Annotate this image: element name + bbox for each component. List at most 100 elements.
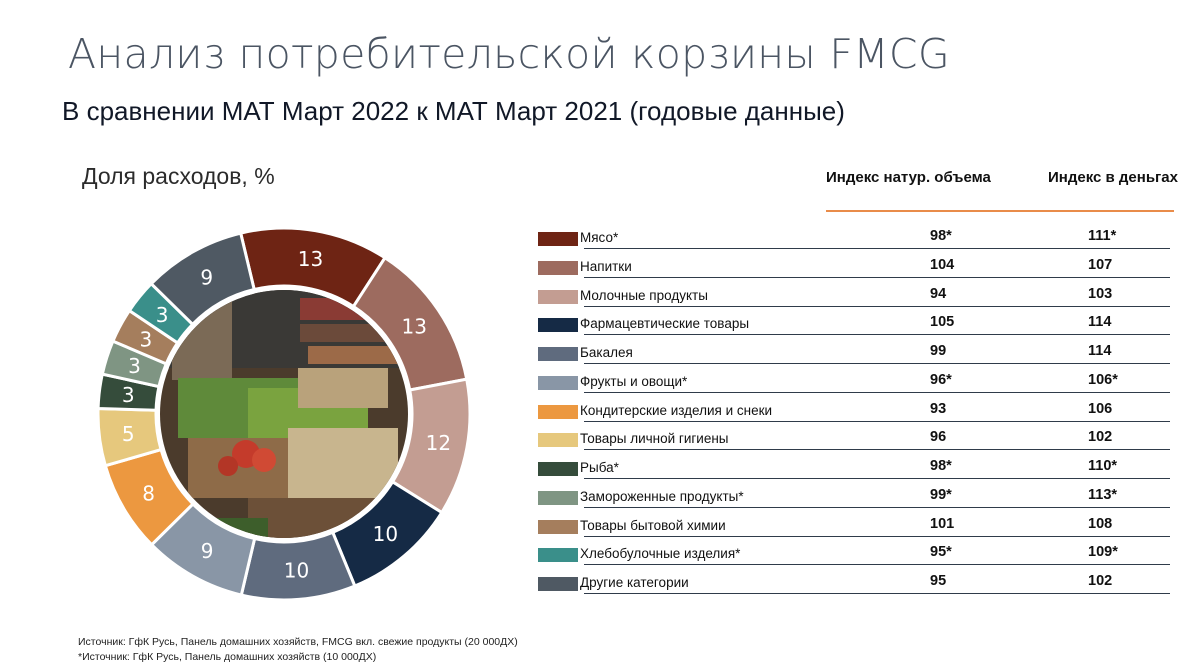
- slice-value-label: 3: [128, 354, 141, 378]
- row-divider: [584, 248, 1170, 249]
- slice-value-label: 13: [401, 314, 426, 338]
- page-subtitle: В сравнении МАТ Март 2022 к МАТ Март 202…: [62, 96, 845, 126]
- legend-swatch: [538, 519, 578, 534]
- volume-index-value: 105: [930, 314, 955, 331]
- legend-swatch: [538, 433, 578, 448]
- legend-row: Рыба* 98* 110*: [538, 458, 1178, 486]
- legend-row: Фрукты и овощи* 96* 106*: [538, 372, 1178, 400]
- slice-value-label: 10: [373, 522, 398, 546]
- row-divider: [584, 305, 1170, 307]
- legend-row: Фармацевтические товары 105 114: [538, 314, 1178, 342]
- legend-category-label: Бакалея: [580, 345, 633, 360]
- slice-value-label: 5: [122, 422, 135, 446]
- volume-index-value: 95: [930, 573, 947, 589]
- slice-value-label: 9: [201, 539, 214, 563]
- legend-row: Мясо* 98* 111*: [538, 228, 1178, 256]
- row-divider: [584, 449, 1170, 451]
- money-index-value: 106: [1088, 400, 1113, 417]
- volume-index-value: 99*: [930, 486, 952, 503]
- legend-swatch: [538, 289, 578, 304]
- legend-row: Хлебобулочные изделия* 95* 109*: [538, 544, 1178, 572]
- money-index-value: 110*: [1088, 458, 1118, 474]
- slice-value-label: 9: [200, 265, 213, 289]
- volume-index-value: 101: [930, 515, 955, 532]
- legend-swatch: [538, 548, 578, 563]
- legend-row: Другие категории 95 102: [538, 573, 1178, 601]
- header-divider: [826, 210, 1174, 212]
- legend-category-label: Мясо*: [580, 230, 619, 245]
- produce-photo: [160, 290, 408, 538]
- row-divider: [584, 478, 1170, 479]
- money-index-value: 108: [1088, 515, 1113, 532]
- row-divider: [584, 420, 1170, 422]
- money-index-value: 109*: [1088, 544, 1118, 561]
- money-index-value: 103: [1088, 285, 1113, 302]
- legend-row: Товары личной гигиены 96 102: [538, 429, 1178, 457]
- legend-swatch: [538, 375, 578, 390]
- slice-value-label: 12: [426, 431, 451, 455]
- legend-row: Замороженные продукты* 99* 113*: [538, 487, 1178, 515]
- donut-slice: [149, 231, 257, 327]
- money-index-value: 113*: [1088, 486, 1118, 503]
- volume-index-value: 104: [930, 256, 955, 273]
- row-divider: [584, 506, 1170, 508]
- money-index-value: 114: [1088, 314, 1112, 331]
- money-index-value: 106*: [1088, 371, 1118, 388]
- legend-category-label: Молочные продукты: [580, 287, 708, 303]
- legend-row: Товары бытовой химии 101 108: [538, 516, 1178, 544]
- legend-swatch: [538, 232, 578, 246]
- money-index-value: 102: [1088, 429, 1113, 446]
- row-divider: [584, 535, 1170, 537]
- legend-row: Напитки 104 107: [538, 257, 1178, 285]
- slice-value-label: 3: [122, 383, 135, 407]
- row-divider: [584, 391, 1170, 393]
- row-divider: [584, 564, 1170, 566]
- legend-row: Молочные продукты 94 103: [538, 286, 1178, 314]
- legend-category-label: Хлебобулочные изделия*: [580, 546, 741, 562]
- page-title: Анализ потребительской корзины FMCG: [68, 30, 950, 78]
- legend-category-label: Фармацевтические товары: [580, 316, 750, 332]
- source-note-secondary: *Источник: ГфК Русь, Панель домашних хоз…: [78, 651, 377, 663]
- legend-row: Кондитерские изделия и снеки 93 106: [538, 401, 1178, 429]
- money-index-value: 114: [1088, 343, 1112, 359]
- row-divider: [584, 276, 1170, 278]
- source-note: Источник: ГфК Русь, Панель домашних хозя…: [78, 636, 518, 648]
- volume-index-value: 98*: [930, 458, 952, 474]
- row-divider: [584, 334, 1170, 336]
- slice-value-label: 3: [156, 303, 169, 327]
- legend-swatch: [538, 260, 578, 275]
- legend-swatch: [538, 490, 578, 505]
- legend-category-label: Другие категории: [580, 575, 689, 590]
- row-divider: [584, 363, 1170, 364]
- legend-category-label: Напитки: [580, 258, 632, 274]
- column-header-money-index: Индекс в деньгах: [1048, 169, 1178, 186]
- legend-swatch: [538, 462, 578, 476]
- volume-index-value: 94: [930, 285, 947, 302]
- money-index-value: 107: [1088, 256, 1113, 273]
- legend-category-label: Товары личной гигиены: [580, 431, 729, 447]
- legend-category-label: Товары бытовой химии: [580, 517, 726, 533]
- legend-swatch: [538, 347, 578, 361]
- volume-index-value: 99: [930, 343, 947, 359]
- legend-swatch: [538, 404, 578, 419]
- volume-index-value: 96: [930, 429, 947, 446]
- legend-category-label: Замороженные продукты*: [580, 488, 744, 504]
- row-divider: [584, 593, 1170, 594]
- legend-row: Бакалея 99 114: [538, 343, 1178, 371]
- volume-index-value: 96*: [930, 371, 952, 388]
- volume-index-value: 95*: [930, 544, 952, 561]
- slice-value-label: 3: [140, 327, 153, 351]
- legend-swatch: [538, 318, 578, 333]
- volume-index-value: 93: [930, 400, 947, 417]
- volume-index-value: 98*: [930, 228, 952, 244]
- column-header-volume-index: Индекс натур. объема: [826, 169, 991, 186]
- slice-value-label: 13: [298, 247, 323, 271]
- legend-category-label: Фрукты и овощи*: [580, 373, 688, 389]
- money-index-value: 111*: [1088, 228, 1117, 244]
- slice-value-label: 8: [142, 481, 155, 505]
- legend-swatch: [538, 577, 578, 591]
- legend-category-label: Кондитерские изделия и снеки: [580, 402, 773, 418]
- money-index-value: 102: [1088, 573, 1113, 589]
